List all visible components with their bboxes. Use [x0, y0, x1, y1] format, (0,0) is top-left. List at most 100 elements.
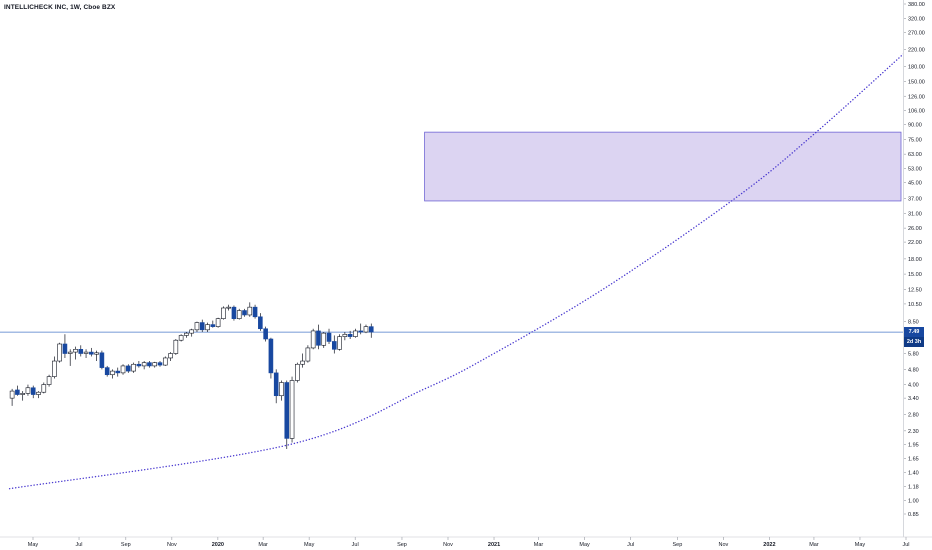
- candle-body: [57, 343, 62, 362]
- y-tick-label: 22.00: [908, 240, 922, 246]
- plot-area: [0, 53, 903, 490]
- countdown-tag: 2d 3h: [904, 337, 924, 348]
- candle-body: [326, 332, 332, 342]
- candle-body: [236, 310, 242, 319]
- trend-curve: [8, 53, 903, 490]
- candle-body: [331, 341, 337, 350]
- y-tick-label: 106.00: [908, 109, 925, 115]
- candle-body: [62, 343, 68, 354]
- candle-body: [25, 387, 31, 394]
- y-tick-label: 380.00: [908, 2, 925, 8]
- candle-body: [321, 332, 327, 346]
- candle-body: [126, 365, 131, 372]
- candle-body: [279, 382, 284, 397]
- x-tick-label: Mar: [809, 542, 819, 548]
- candle-body: [337, 336, 342, 350]
- candle-body: [199, 322, 205, 331]
- y-tick-label: 63.00: [908, 152, 922, 158]
- candle-body: [194, 322, 200, 331]
- candle-body: [73, 349, 78, 353]
- candle-body: [30, 387, 36, 395]
- y-tick-label: 18.00: [908, 257, 922, 263]
- candle-body: [83, 351, 89, 354]
- y-tick-label: 2.80: [908, 412, 919, 418]
- y-tick-label: 150.00: [908, 80, 925, 86]
- y-tick-label: 31.00: [908, 211, 922, 217]
- x-tick-label: May: [855, 542, 866, 548]
- candle-body: [205, 324, 210, 331]
- candle-body: [41, 384, 47, 393]
- x-tick-label: May: [579, 542, 590, 548]
- candle-body: [52, 360, 57, 377]
- candle-body: [316, 330, 321, 346]
- candle-body: [242, 310, 247, 316]
- y-tick-label: 1.95: [908, 443, 919, 449]
- candle-body: [342, 333, 348, 337]
- candle-body: [168, 353, 173, 359]
- candle-body: [78, 349, 84, 354]
- candle-body: [210, 324, 216, 327]
- x-tick-label: May: [304, 542, 315, 548]
- x-tick-label: Jul: [627, 542, 634, 548]
- y-tick-label: 3.40: [908, 396, 919, 402]
- candle-body: [353, 330, 358, 337]
- y-tick-label: 0.85: [908, 512, 919, 518]
- y-tick-label: 4.00: [908, 383, 919, 389]
- last-price-tag: 7.49: [904, 327, 924, 338]
- y-tick-label: 12.50: [908, 287, 922, 293]
- y-tick-label: 90.00: [908, 122, 922, 128]
- x-tick-label: Nov: [443, 542, 453, 548]
- y-tick-label: 1.40: [908, 470, 919, 476]
- y-tick-label: 8.50: [908, 320, 919, 326]
- candle-body: [99, 352, 105, 368]
- price-axis-separator: [903, 0, 904, 537]
- candle-body: [157, 362, 163, 366]
- x-tick-label: 2021: [488, 542, 500, 548]
- chart-title: INTELLICHECK INC, 1W, Cboe BZX: [4, 4, 116, 11]
- candle-body: [273, 372, 279, 397]
- x-tick-label: Nov: [167, 542, 177, 548]
- y-tick-label: 1.65: [908, 457, 919, 463]
- x-tick-label: Jul: [902, 542, 909, 548]
- candle-body: [104, 367, 110, 376]
- y-tick-label: 75.00: [908, 138, 922, 144]
- candle-body: [9, 390, 15, 399]
- y-tick-label: 37.00: [908, 197, 922, 203]
- x-tick-label: Jul: [76, 542, 83, 548]
- candle-body: [36, 391, 41, 395]
- y-tick-label: 53.00: [908, 167, 922, 173]
- candle-body: [226, 306, 231, 309]
- candle-body: [67, 351, 73, 354]
- candle-body: [152, 362, 158, 367]
- candle-body: [300, 360, 305, 365]
- candle-body: [173, 339, 179, 354]
- candle-body: [189, 329, 194, 334]
- candle-body: [131, 363, 136, 372]
- x-tick-label: Mar: [258, 542, 268, 548]
- candle-body: [178, 335, 184, 341]
- y-tick-label: 320.00: [908, 16, 925, 22]
- y-tick-label: 180.00: [908, 64, 925, 70]
- candle-body: [258, 316, 263, 330]
- x-tick-label: 2020: [212, 542, 224, 548]
- candle-body: [368, 326, 374, 333]
- candle-body: [347, 333, 353, 337]
- candle-body: [141, 362, 147, 367]
- candle-body: [115, 370, 121, 374]
- candle-body: [363, 326, 369, 333]
- candle-body: [162, 357, 168, 366]
- candle-body: [215, 318, 221, 327]
- candle-body: [295, 363, 300, 381]
- candle-body: [231, 306, 237, 319]
- candle-body: [136, 363, 142, 367]
- candle-body: [252, 306, 258, 318]
- candle-body: [20, 393, 25, 395]
- candle-body: [46, 376, 52, 385]
- y-tick-label: 220.00: [908, 48, 925, 54]
- candle-body: [94, 352, 99, 355]
- candle-body: [15, 389, 20, 395]
- y-tick-label: 4.80: [908, 367, 919, 373]
- x-tick-label: Sep: [397, 542, 407, 548]
- candle-body: [310, 330, 316, 349]
